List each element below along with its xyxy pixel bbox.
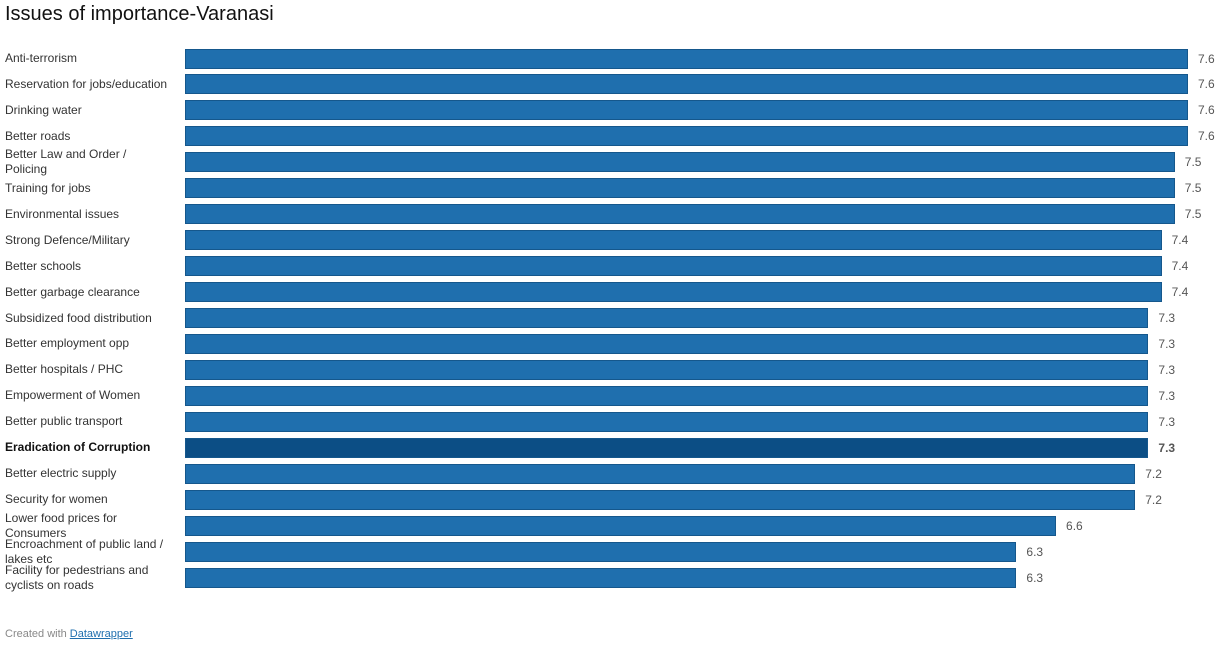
bar — [185, 74, 1188, 95]
category-label: Drinking water — [5, 102, 82, 117]
category-label: Better Law and Order / Policing — [5, 147, 127, 177]
category-label: Better electric supply — [5, 466, 117, 481]
value-label: 7.6 — [1198, 103, 1215, 118]
value-label: 7.4 — [1171, 259, 1189, 274]
value-label: 7.2 — [1145, 466, 1162, 481]
value-label: 7.2 — [1145, 492, 1162, 507]
category-label: Facility for pedestrians and cyclists on… — [5, 562, 149, 592]
category-label: Reservation for jobs/education — [5, 76, 168, 91]
bar — [185, 515, 1057, 536]
value-label: 7.3 — [1158, 362, 1176, 377]
value-label: 7.3 — [1158, 414, 1176, 429]
bar — [185, 256, 1162, 277]
category-label: Better roads — [5, 128, 71, 143]
footer-text: Created with — [5, 628, 67, 640]
category-label: Strong Defence/Military — [5, 232, 130, 247]
value-label: 7.5 — [1184, 181, 1202, 196]
category-label: Eradication of Corruption — [5, 440, 151, 455]
bar — [185, 126, 1188, 147]
bar — [185, 100, 1188, 121]
bar — [185, 282, 1162, 303]
category-label: Environmental issues — [5, 206, 120, 221]
category-label: Lower food prices for Consumers — [5, 510, 118, 540]
footer: Created with Datawrapper — [5, 628, 133, 640]
bar — [185, 178, 1175, 199]
value-label: 6.3 — [1026, 570, 1044, 585]
bar — [185, 204, 1175, 225]
value-label: 6.6 — [1066, 518, 1083, 533]
bar — [185, 308, 1149, 328]
category-label: Better garbage clearance — [5, 284, 140, 299]
bar — [185, 541, 1017, 562]
value-label: 7.3 — [1158, 336, 1176, 351]
bar — [185, 385, 1149, 406]
value-label: 7.3 — [1158, 311, 1176, 325]
value-label: 7.6 — [1198, 51, 1215, 66]
value-label: 7.4 — [1171, 285, 1189, 300]
category-label: Empowerment of Women — [5, 388, 141, 403]
bar — [185, 567, 1017, 588]
category-label: Better schools — [5, 258, 82, 273]
bar — [185, 230, 1162, 251]
bar — [185, 437, 1149, 458]
category-label: Better hospitals / PHC — [5, 362, 124, 377]
value-label: 7.5 — [1184, 155, 1202, 170]
bar — [185, 48, 1188, 69]
value-label: 7.5 — [1184, 207, 1202, 222]
category-label: Security for women — [5, 492, 108, 507]
bar — [185, 152, 1175, 173]
value-label: 6.3 — [1026, 544, 1044, 559]
bar — [185, 359, 1149, 380]
category-label: Encroachment of public land / lakes etc — [5, 536, 164, 566]
category-label: Better public transport — [5, 414, 123, 429]
category-label: Training for jobs — [5, 180, 91, 195]
bar — [185, 411, 1149, 432]
category-label: Better employment opp — [5, 336, 130, 351]
value-label: 7.4 — [1171, 233, 1189, 248]
value-label: 7.3 — [1158, 440, 1176, 455]
category-label: Subsidized food distribution — [5, 310, 152, 325]
bar — [185, 489, 1136, 510]
footer-link[interactable]: Datawrapper — [69, 628, 133, 640]
category-label: Anti-terrorism — [5, 51, 78, 65]
chart-title: Issues of importance-Varanasi — [5, 3, 274, 25]
value-label: 7.3 — [1158, 388, 1176, 403]
bar — [185, 333, 1149, 354]
value-label: 7.6 — [1198, 77, 1215, 92]
value-label: 7.6 — [1198, 129, 1215, 144]
bar — [185, 463, 1136, 484]
